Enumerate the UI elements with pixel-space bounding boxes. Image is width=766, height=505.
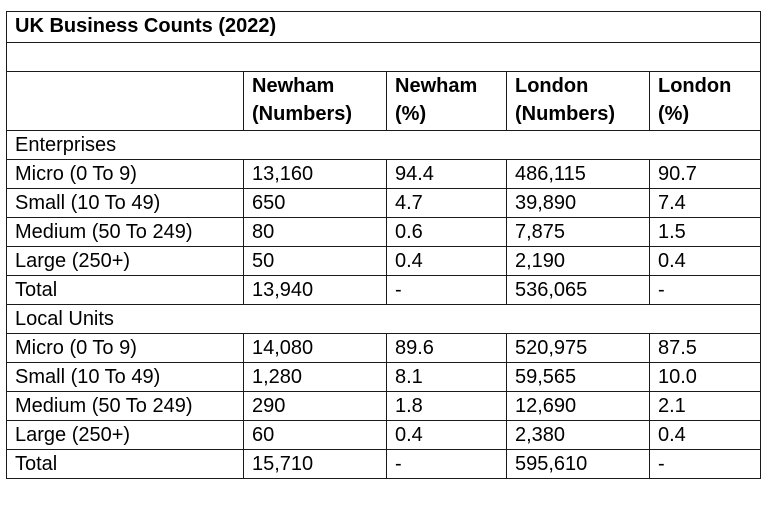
london-percent-cell: 7.4 [648,188,762,218]
newham-numbers-cell: 650 [243,188,387,218]
table-row: Medium (50 To 249) 80 0.6 7,875 1.5 [6,217,762,247]
header-row: Newham (Numbers) Newham (%) London (Numb… [6,71,762,131]
london-numbers-cell: 2,380 [506,420,650,450]
london-percent-cell: - [648,449,762,479]
row-label: Medium (50 To 249) [6,217,244,247]
newham-numbers-cell: 13,940 [243,275,387,305]
row-label: Total [6,449,244,479]
table-row-total: Total 13,940 - 536,065 - [6,275,762,305]
newham-percent-cell: 0.4 [386,246,507,276]
header-blank [6,71,244,131]
table-row: Medium (50 To 249) 290 1.8 12,690 2.1 [6,391,762,421]
london-numbers-cell: 39,890 [506,188,650,218]
newham-numbers-cell: 13,160 [243,159,387,189]
row-label: Large (250+) [6,246,244,276]
newham-percent-cell: 0.6 [386,217,507,247]
london-numbers-cell: 486,115 [506,159,650,189]
title-row: UK Business Counts (2022) [5,11,762,43]
spacer-row [5,42,762,72]
newham-numbers-cell: 290 [243,391,387,421]
london-numbers-cell: 520,975 [506,333,650,363]
newham-percent-cell: 8.1 [386,362,507,392]
header-line: Newham [395,75,478,97]
newham-numbers-cell: 60 [243,420,387,450]
newham-percent-cell: 4.7 [386,188,507,218]
newham-percent-cell: - [386,275,507,305]
header-london-percent: London (%) [648,71,762,131]
row-label: Small (10 To 49) [6,188,244,218]
header-line: (%) [658,103,690,125]
table-row: Small (10 To 49) 1,280 8.1 59,565 10.0 [6,362,762,392]
row-label: Total [6,275,244,305]
london-percent-cell: 0.4 [648,246,762,276]
header-line: Newham [252,75,335,97]
london-percent-cell: 2.1 [648,391,762,421]
newham-percent-cell: - [386,449,507,479]
table-row: Large (250+) 50 0.4 2,190 0.4 [6,246,762,276]
newham-numbers-cell: 50 [243,246,387,276]
london-percent-cell: 1.5 [648,217,762,247]
table-title: UK Business Counts (2022) [5,11,762,43]
header-line: London [515,75,589,97]
table-row: Micro (0 To 9) 13,160 94.4 486,115 90.7 [6,159,762,189]
london-numbers-cell: 12,690 [506,391,650,421]
table-row: Micro (0 To 9) 14,080 89.6 520,975 87.5 [6,333,762,363]
header-line: (%) [395,103,427,125]
london-numbers-cell: 7,875 [506,217,650,247]
header-london-numbers: London (Numbers) [506,71,650,131]
newham-percent-cell: 0.4 [386,420,507,450]
table-row: Large (250+) 60 0.4 2,380 0.4 [6,420,762,450]
london-numbers-cell: 2,190 [506,246,650,276]
london-percent-cell: 0.4 [648,420,762,450]
section-label: Local Units [5,304,762,334]
london-numbers-cell: 59,565 [506,362,650,392]
newham-numbers-cell: 80 [243,217,387,247]
newham-numbers-cell: 1,280 [243,362,387,392]
row-label: Micro (0 To 9) [6,159,244,189]
london-percent-cell: 87.5 [648,333,762,363]
empty-cell [5,42,762,72]
london-numbers-cell: 595,610 [506,449,650,479]
section-label: Enterprises [5,130,762,160]
london-percent-cell: 10.0 [648,362,762,392]
newham-percent-cell: 1.8 [386,391,507,421]
table-row-total: Total 15,710 - 595,610 - [6,449,762,479]
row-label: Medium (50 To 249) [6,391,244,421]
newham-percent-cell: 94.4 [386,159,507,189]
header-newham-numbers: Newham (Numbers) [243,71,387,131]
header-newham-percent: Newham (%) [386,71,507,131]
row-label: Small (10 To 49) [6,362,244,392]
header-line: (Numbers) [515,103,616,125]
header-line: (Numbers) [252,103,353,125]
row-label: Micro (0 To 9) [6,333,244,363]
row-label: Large (250+) [6,420,244,450]
london-percent-cell: - [648,275,762,305]
newham-numbers-cell: 15,710 [243,449,387,479]
london-percent-cell: 90.7 [648,159,762,189]
london-numbers-cell: 536,065 [506,275,650,305]
newham-numbers-cell: 14,080 [243,333,387,363]
header-line: London [658,75,732,97]
section-row-local-units: Local Units [5,304,762,334]
table-row: Small (10 To 49) 650 4.7 39,890 7.4 [6,188,762,218]
section-row-enterprises: Enterprises [5,130,762,160]
business-counts-table: UK Business Counts (2022) Newham (Number… [5,11,762,479]
newham-percent-cell: 89.6 [386,333,507,363]
